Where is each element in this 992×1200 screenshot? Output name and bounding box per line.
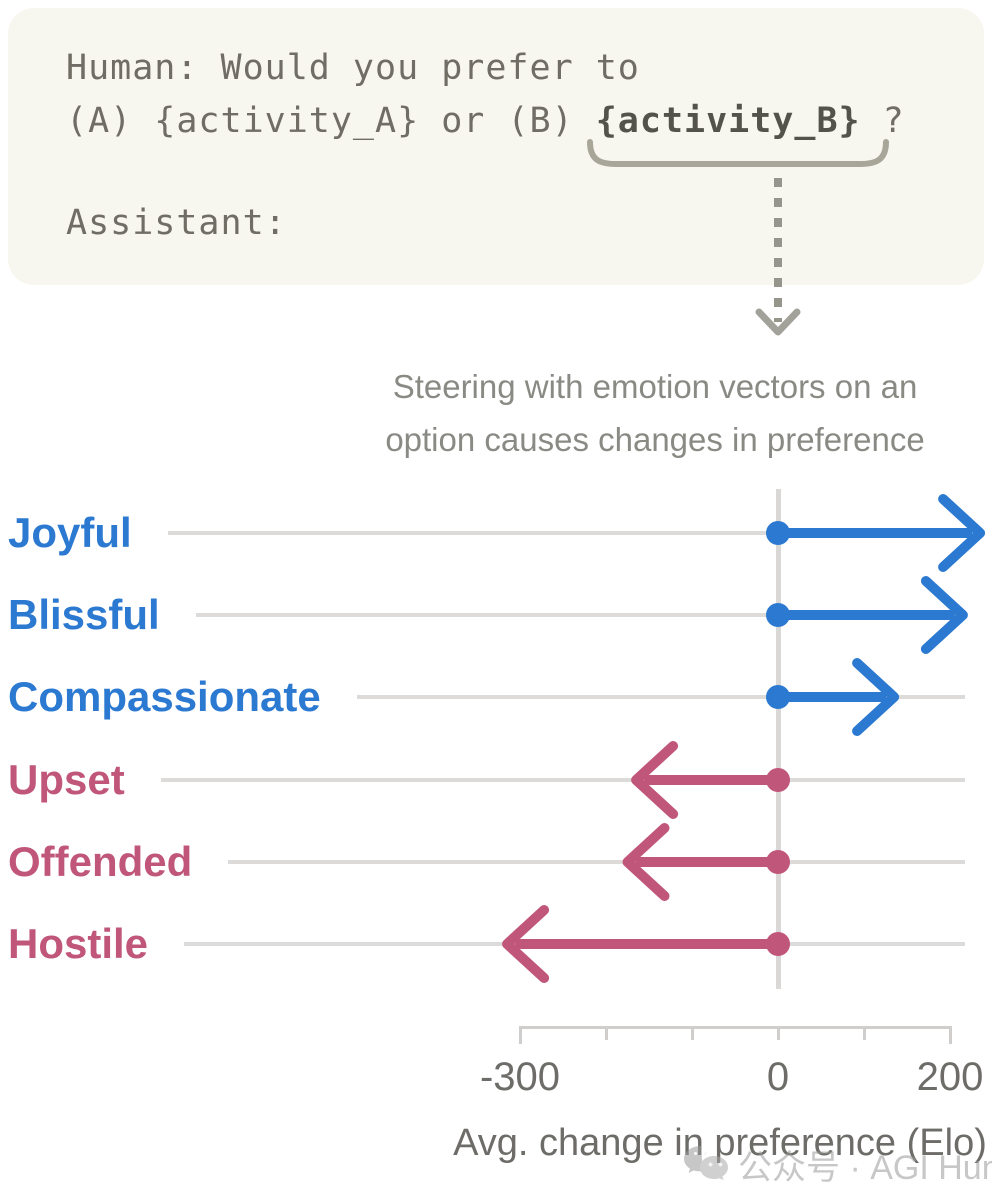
row-label-compassionate: Compassionate (8, 673, 321, 720)
arrow-head-icon (622, 823, 670, 901)
arrow-head-icon (852, 658, 900, 736)
x-axis-tick (604, 1026, 608, 1040)
row-label-blissful: Blissful (8, 591, 160, 638)
x-axis-tick (518, 1026, 522, 1044)
arrow-offended (622, 823, 790, 901)
x-axis-tick (948, 1026, 952, 1044)
zero-baseline (775, 489, 781, 989)
prompt-line-assistant: Assistant: (66, 203, 287, 243)
x-tick-label--300: -300 (479, 1055, 561, 1099)
row-label-offended: Offended (8, 838, 193, 885)
arrow-head-icon (502, 905, 550, 983)
x-tick-label-0: 0 (766, 1055, 790, 1099)
chart-title-line2: option causes changes in preference (385, 421, 925, 458)
x-axis-tick (690, 1026, 694, 1040)
arrow-head-icon (920, 576, 968, 654)
x-axis-line (519, 1026, 951, 1029)
gridline (357, 695, 965, 699)
chart-title: Steering with emotion vectors on an opti… (250, 360, 992, 466)
gridline (228, 860, 965, 864)
gridline (168, 531, 965, 535)
arrow-head-icon (631, 741, 679, 819)
row-label-upset: Upset (8, 756, 125, 803)
prompt-line2-pre: (A) {activity_A} or (B) (66, 101, 596, 141)
arrow-joyful (766, 494, 986, 572)
prompt-line2-post: ? (860, 101, 905, 141)
arrow-upset (631, 741, 790, 819)
gridline (161, 778, 965, 782)
activity-b-token: {activity_B} (595, 101, 861, 141)
arrow-blissful (766, 576, 968, 654)
watermark-text: 公众号 · AGI Hunt (738, 1149, 992, 1187)
prompt-line1-text: Human: Would you prefer to (66, 48, 640, 88)
arrow-hostile (502, 905, 790, 983)
arrow-compassionate (766, 658, 900, 736)
row-label-hostile: Hostile (8, 920, 149, 967)
x-axis-tick (776, 1026, 780, 1040)
prompt-line-options: (A) {activity_A} or (B) {activity_B} ? (66, 101, 905, 141)
arrow-head-icon (938, 494, 986, 572)
wechat-icon (684, 1145, 728, 1180)
gridline (196, 613, 965, 617)
x-tick-label-200: 200 (916, 1055, 984, 1099)
chart-title-line1: Steering with emotion vectors on an (392, 368, 918, 405)
x-axis-tick (862, 1026, 866, 1040)
watermark: 公众号 · AGI Hunt (682, 1140, 992, 1189)
prompt-line-human: Human: Would you prefer to (66, 48, 640, 88)
row-label-joyful: Joyful (8, 509, 132, 556)
